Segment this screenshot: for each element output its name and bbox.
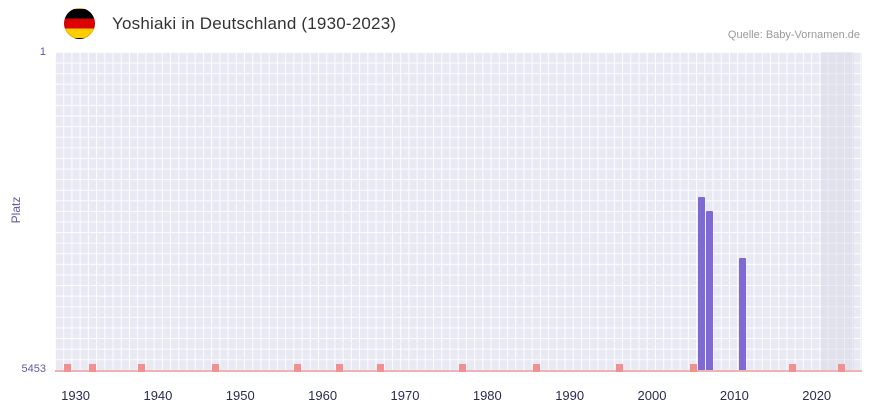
recent-years-band — [820, 52, 854, 370]
x-tick-label: 1940 — [143, 388, 173, 403]
unranked-year-mark — [212, 364, 220, 372]
x-tick-label: 1950 — [225, 388, 255, 403]
y-tick-max: 1 — [39, 46, 46, 58]
source-attribution-link[interactable]: Quelle: Baby-Vornamen.de — [727, 29, 860, 41]
unranked-year-mark — [137, 364, 145, 372]
x-tick-label: 1960 — [308, 388, 338, 403]
rank-bar — [739, 257, 747, 370]
unranked-year-mark — [88, 364, 96, 372]
unranked-year-mark — [837, 364, 845, 372]
unranked-year-mark — [335, 364, 343, 372]
x-tick-label: 2020 — [802, 388, 832, 403]
x-tick-label: 1980 — [472, 388, 502, 403]
y-tick-min: 5453 — [21, 363, 46, 375]
unranked-year-mark — [63, 364, 71, 372]
unranked-year-mark — [689, 364, 697, 372]
unranked-year-mark — [294, 364, 302, 372]
x-tick-label: 1930 — [61, 388, 91, 403]
german-flag-icon — [64, 8, 95, 39]
unranked-year-mark — [788, 364, 796, 372]
unranked-year-mark — [376, 364, 384, 372]
x-tick-label: 1970 — [390, 388, 420, 403]
y-axis-title: Platz — [9, 196, 23, 224]
x-axis-ticks: 1930 1940 1950 1960 1970 1980 1990 2000 2010 2020 — [0, 388, 873, 406]
x-tick-label: 2000 — [637, 388, 667, 403]
unranked-year-mark — [533, 364, 541, 372]
unranked-year-mark — [615, 364, 623, 372]
unranked-year-mark — [459, 364, 467, 372]
x-tick-label: 2010 — [719, 388, 749, 403]
chart-title: Yoshiaki in Deutschland (1930-2023) — [112, 14, 397, 33]
rank-bar — [706, 211, 714, 370]
plot-area — [55, 52, 862, 372]
x-tick-label: 1990 — [555, 388, 585, 403]
rank-bar — [697, 197, 705, 370]
